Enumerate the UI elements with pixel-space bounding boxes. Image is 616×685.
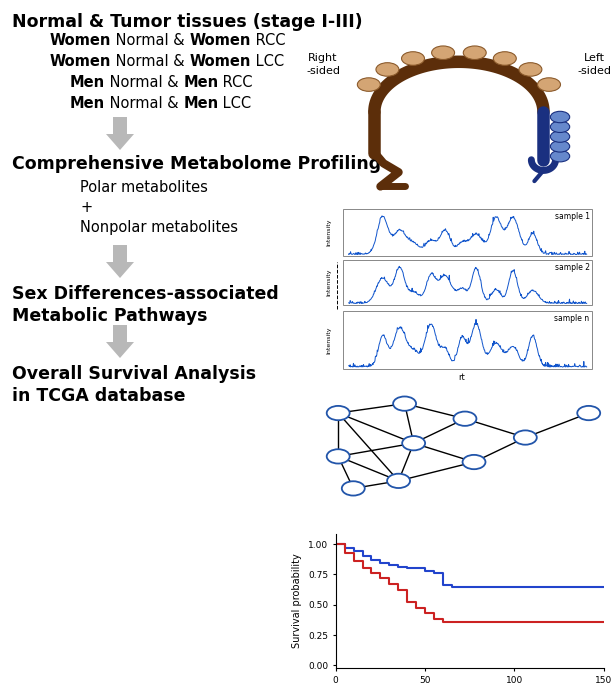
Circle shape [387,474,410,488]
Circle shape [463,455,485,469]
Text: -sided: -sided [578,66,612,75]
Text: rt: rt [459,373,465,382]
Text: Overall Survival Analysis: Overall Survival Analysis [12,365,256,383]
Text: Polar metabolites: Polar metabolites [80,179,208,195]
Text: Men: Men [184,95,219,110]
Bar [343,260,593,306]
Circle shape [326,406,350,420]
Circle shape [550,131,570,142]
Text: Women: Women [190,53,251,68]
Text: Sex Differences-associated: Sex Differences-associated [12,285,279,303]
Circle shape [538,78,561,91]
Circle shape [577,406,600,420]
Text: Men: Men [70,95,105,110]
Circle shape [550,140,570,152]
Circle shape [342,482,365,495]
Text: sample 1: sample 1 [554,212,590,221]
Text: sample n: sample n [554,314,590,323]
Y-axis label: Survival probability: Survival probability [293,553,302,649]
Circle shape [463,46,486,60]
Text: Men: Men [70,75,105,90]
Bar [343,209,593,256]
Circle shape [432,46,455,60]
Circle shape [357,78,380,91]
Polygon shape [106,245,134,278]
Circle shape [402,436,425,450]
Text: Comprehensive Metabolome Profiling: Comprehensive Metabolome Profiling [12,155,381,173]
Text: Normal & Tumor tissues (stage I-III): Normal & Tumor tissues (stage I-III) [12,13,363,31]
Text: Women: Women [190,32,251,47]
Text: RCC: RCC [219,75,253,90]
Text: Normal &: Normal & [105,75,184,90]
Text: Intensity: Intensity [326,219,331,247]
Text: Women: Women [50,32,111,47]
Text: Men: Men [184,75,219,90]
Circle shape [393,397,416,411]
Circle shape [376,63,399,76]
Text: +: + [80,199,92,214]
Circle shape [453,412,476,426]
Circle shape [519,63,542,76]
Circle shape [514,430,537,445]
Circle shape [326,449,350,464]
Polygon shape [106,325,134,358]
Text: -sided: -sided [306,66,340,75]
Text: Normal &: Normal & [105,95,184,110]
Text: Right: Right [309,53,338,63]
Text: LCC: LCC [219,95,251,110]
Polygon shape [106,117,134,150]
Bar [343,311,593,369]
Circle shape [550,151,570,162]
Text: Intensity: Intensity [326,326,331,353]
Text: Metabolic Pathways: Metabolic Pathways [12,307,208,325]
Circle shape [550,121,570,132]
Text: Normal &: Normal & [111,53,190,68]
Circle shape [493,52,516,65]
Text: in TCGA database: in TCGA database [12,387,185,405]
Circle shape [550,111,570,123]
Text: Left: Left [584,53,606,63]
Text: RCC: RCC [251,32,285,47]
Circle shape [402,52,424,65]
Text: sample 2: sample 2 [554,262,590,272]
Text: Nonpolar metabolites: Nonpolar metabolites [80,219,238,234]
Text: Normal &: Normal & [111,32,190,47]
Text: Intensity: Intensity [326,269,331,297]
Text: LCC: LCC [251,53,284,68]
Text: Women: Women [50,53,111,68]
